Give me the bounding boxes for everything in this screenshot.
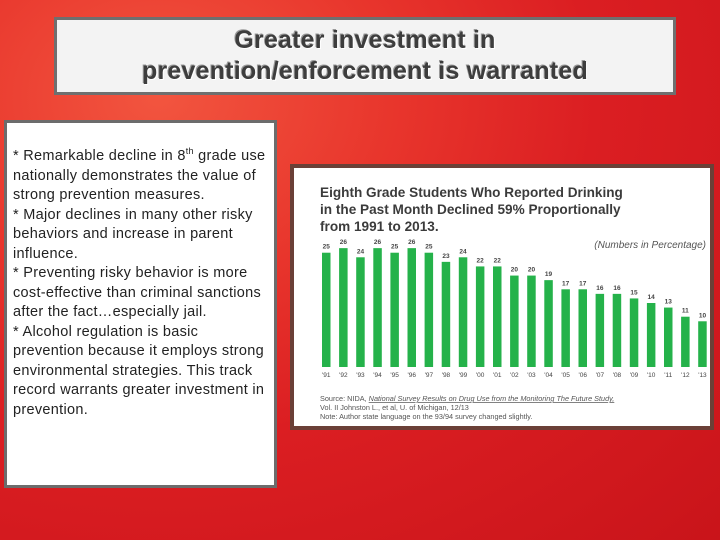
bar-97: [424, 252, 434, 367]
value-label-96: 26: [408, 239, 416, 246]
bar-05: [561, 289, 570, 367]
chart-title-line-2: in the Past Month Declined 59% Proportio…: [320, 202, 621, 217]
value-label-98: 23: [442, 253, 450, 260]
value-label-10: 14: [648, 294, 656, 301]
bar-99: [458, 257, 468, 367]
value-label-99: 24: [459, 248, 467, 255]
x-tick-label-09: '09: [630, 372, 639, 379]
chart-source-line-3: Note: Author state language on the 93/94…: [320, 412, 532, 421]
bar-06: [578, 289, 587, 367]
value-label-95: 25: [391, 244, 399, 251]
bar-01: [493, 266, 502, 367]
bar-07: [595, 293, 605, 367]
x-tick-label-10: '10: [647, 372, 656, 379]
bullet-4: * Alcohol regulation is basic prevention…: [13, 323, 268, 421]
bullet-3-text: * Preventing risky behavior is more cost…: [13, 265, 262, 320]
chart-title-line-3: from 1991 to 2013.: [320, 219, 439, 234]
x-tick-label-08: '08: [613, 372, 622, 379]
x-tick-label-03: '03: [527, 372, 536, 379]
bar-91: [322, 252, 331, 367]
bar-10: [646, 303, 656, 367]
x-tick-label-96: '96: [408, 372, 417, 379]
slide-title: Greater investment in prevention/enforce…: [54, 17, 676, 95]
value-label-02: 20: [511, 267, 519, 274]
x-tick-label-92: '92: [339, 372, 348, 379]
value-label-07: 16: [596, 285, 604, 292]
value-label-04: 19: [545, 271, 553, 278]
x-tick-label-07: '07: [596, 372, 605, 379]
bar-93: [356, 257, 365, 367]
chart-title-line-1: Eighth Grade Students Who Reported Drink…: [320, 185, 623, 200]
bar-chart: Eighth Grade Students Who Reported Drink…: [320, 185, 707, 421]
chart-source-line-2: Vol. II Johnston L., et al, U. of Michig…: [320, 403, 469, 412]
x-tick-label-04: '04: [544, 372, 553, 379]
slide-title-line-2: prevention/enforcement is warranted: [141, 57, 588, 85]
value-labels-group: 25 26 24 26 25 26 25 23 24 22 22 20 20 19 17 17 16 16 15 14…: [323, 239, 707, 319]
bullet-1: * Remarkable decline in 8th grade use na…: [13, 147, 268, 206]
bullet-3: * Preventing risky behavior is more cost…: [13, 264, 268, 323]
value-label-94: 26: [374, 239, 382, 246]
bars-group: [322, 248, 707, 367]
chart-source-line-1: Source: NIDA, National Survey Results on…: [320, 394, 614, 403]
x-tick-label-97: '97: [425, 372, 434, 379]
x-tick-label-11: '11: [664, 372, 672, 379]
value-label-92: 26: [340, 239, 348, 246]
value-label-91: 25: [323, 244, 331, 251]
bar-02: [510, 275, 519, 367]
chart-units-note: (Numbers in Percentage): [594, 240, 706, 251]
bullet-2-text: * Major declines in many other risky beh…: [13, 206, 253, 262]
bar-95: [390, 252, 399, 367]
x-tick-label-91: '91: [322, 372, 331, 379]
value-label-13: 10: [699, 312, 707, 319]
bullet-text-box: * Remarkable decline in 8th grade use na…: [4, 120, 277, 488]
x-tick-label-02: '02: [510, 372, 519, 379]
bullet-2: * Major declines in many other risky beh…: [13, 206, 268, 265]
bar-09: [629, 298, 639, 367]
x-tick-label-00: '00: [476, 372, 485, 379]
bar-13: [698, 321, 707, 367]
bar-04: [544, 280, 553, 367]
bullet-4-text: * Alcohol regulation is basic prevention…: [13, 323, 265, 418]
value-label-00: 22: [477, 257, 485, 264]
x-tick-label-99: '99: [459, 372, 468, 379]
value-label-11: 13: [665, 299, 673, 306]
x-tick-label-01: '01: [493, 372, 502, 379]
x-tick-labels-group: '91 '92 '93 '94 '95 '96 '97 '98 '99 '00 '01 '02 '03 '…: [322, 372, 707, 379]
bar-08: [612, 293, 622, 367]
x-tick-label-93: '93: [356, 372, 365, 379]
value-label-08: 16: [613, 285, 621, 292]
bullet-1-text-cont: grade use nationally demonstrates the va…: [13, 148, 266, 203]
bar-11: [664, 307, 673, 367]
bar-96: [407, 248, 416, 367]
bar-00: [475, 266, 485, 367]
value-label-03: 20: [528, 267, 536, 274]
chart-frame: Eighth Grade Students Who Reported Drink…: [290, 164, 714, 430]
x-tick-label-05: '05: [561, 372, 570, 379]
bar-03: [527, 275, 536, 367]
slide-title-line-1: Greater investment in: [234, 26, 496, 54]
bar-98: [441, 261, 451, 367]
x-tick-label-94: '94: [373, 372, 382, 379]
value-label-93: 24: [357, 248, 365, 255]
x-tick-label-06: '06: [579, 372, 588, 379]
x-tick-label-12: '12: [681, 372, 690, 379]
chart-source-prefix: Source: NIDA,: [320, 394, 369, 403]
value-label-06: 17: [579, 280, 587, 287]
x-tick-label-95: '95: [390, 372, 399, 379]
bullet-1-text: * Remarkable decline in 8: [13, 148, 186, 164]
value-label-09: 15: [630, 289, 638, 296]
value-label-97: 25: [425, 244, 433, 251]
x-tick-label-98: '98: [442, 372, 451, 379]
bar-94: [373, 248, 382, 367]
chart-source-link: National Survey Results on Drug Use from…: [369, 394, 615, 403]
bar-12: [681, 316, 690, 367]
value-label-05: 17: [562, 280, 570, 287]
value-label-01: 22: [494, 257, 502, 264]
bar-92: [339, 248, 348, 367]
bullet-1-superscript: th: [185, 146, 194, 157]
x-tick-label-13: '13: [698, 372, 707, 379]
value-label-12: 11: [682, 308, 689, 315]
